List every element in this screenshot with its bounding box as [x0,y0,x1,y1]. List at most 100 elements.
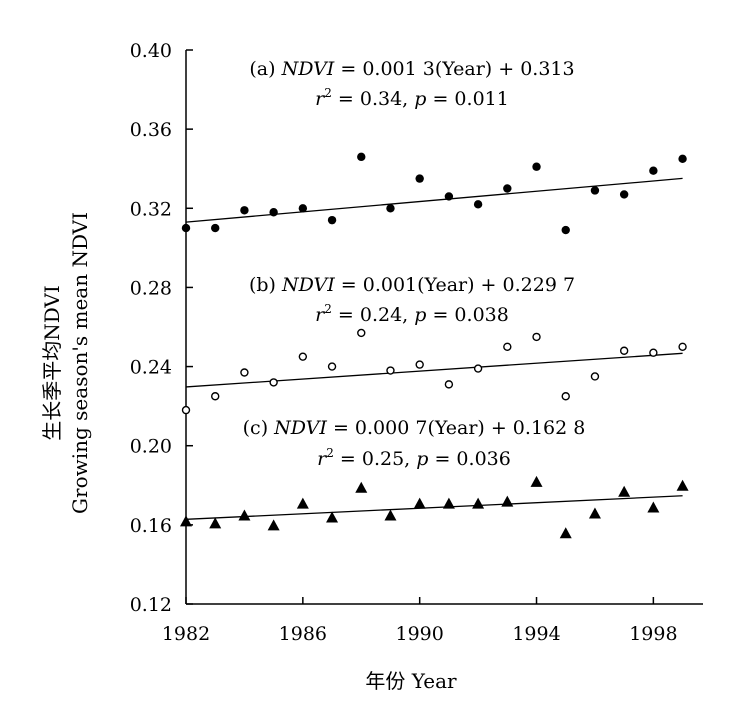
data-point-open-circle [532,332,541,342]
data-point-filled-triangle [676,479,689,491]
data-point-filled-circle [649,166,658,175]
equation-text-part: (b) [249,274,282,296]
equation-text-part: NDVI [273,417,327,439]
data-point-filled-circle [415,174,424,183]
equation-text-part: r [315,304,326,326]
equation-text-part: p [414,304,426,326]
data-point-filled-circle [532,162,541,171]
data-point-filled-triangle [384,509,397,521]
y-tick-label: 0.28 [130,277,172,299]
data-point-open-circle [327,362,337,371]
equation-text-part: 2 [324,86,332,100]
equation-text-part: = 0.011 [426,88,508,110]
equation-text-part: 2 [324,302,332,316]
y-axis-ticks: 0.12 0.16 0.20 0.24 0.28 0.32 0.36 0.40 [130,40,193,616]
y-tick-label: 0.20 [130,436,172,458]
data-point-filled-circle [590,186,600,195]
y-tick-label: 0.12 [130,594,172,616]
data-point-filled-triangle [267,519,280,531]
regression-equation: (c) NDVI = 0.000 7(Year) + 0.162 8 [243,417,586,439]
equation-text-part: r [315,88,326,110]
data-point-open-circle [298,352,308,361]
data-point-filled-triangle [296,497,309,509]
fit-line [185,352,683,388]
equation-text-part: = 0.036 [428,448,510,470]
data-point-filled-circle [619,190,629,199]
data-point-filled-triangle [647,501,660,513]
data-point-open-circle [415,360,424,369]
equation-text-part: r [317,448,328,470]
y-tick-label: 0.16 [130,515,172,537]
data-point-open-circle [473,364,483,373]
fit-line [185,495,683,520]
x-tick-label: 1994 [512,623,560,645]
data-point-open-circle [211,392,220,401]
equation-text-part: = 0.001(Year) + 0.229 7 [335,274,575,296]
regression-equation: (b) NDVI = 0.001(Year) + 0.229 7 [249,274,575,296]
y-tick-label: 0.32 [130,198,172,220]
data-point-open-circle [386,366,395,375]
equation-text-part: = 0.25, [334,448,416,470]
y-tick-label: 0.24 [130,357,172,379]
data-point-filled-circle [211,223,220,233]
data-point-filled-circle [561,225,570,235]
fit-line [185,177,683,223]
data-point-filled-circle [678,154,687,164]
regression-statistics: r2 = 0.25, p = 0.036 [317,446,511,470]
data-point-filled-triangle [501,495,514,507]
data-point-open-circle [561,392,570,401]
data-point-filled-triangle [588,507,601,519]
equation-text-part: = 0.001 3(Year) + 0.313 [334,58,574,80]
data-point-open-circle [269,378,278,387]
equation-text-part: p [414,88,426,110]
data-point-open-circle [590,372,600,381]
data-point-filled-circle [386,204,395,213]
data-point-filled-triangle [618,485,631,497]
equation-text-part: NDVI [281,58,335,80]
data-point-open-circle [649,348,658,357]
y-axis-label-cn: 生长季平均NDVI [40,285,64,441]
data-point-filled-circle [327,215,337,225]
data-point-filled-circle [473,200,483,209]
data-point-open-circle [444,380,454,389]
fit-lines [185,177,683,520]
equation-text-part: = 0.038 [426,304,508,326]
axes [185,50,703,605]
data-points [180,152,689,539]
equation-text-part: 2 [326,446,334,460]
data-point-filled-triangle [559,527,572,539]
data-point-filled-triangle [442,497,455,509]
data-point-open-circle [503,342,512,351]
data-point-filled-triangle [180,515,192,527]
regression-equation: (a) NDVI = 0.001 3(Year) + 0.313 [249,58,574,80]
y-tick-label: 0.36 [130,119,172,141]
equation-text-part: (c) [243,417,275,439]
x-tick-label: 1986 [279,623,327,645]
y-axis-label-en: Growing season's mean NDVI [68,212,92,514]
x-tick-label: 1998 [629,623,677,645]
data-point-filled-triangle [209,517,222,529]
data-point-open-circle [678,342,687,351]
data-point-filled-circle [357,152,366,162]
data-point-open-circle [357,328,366,338]
equation-text-part: = 0.34, [332,88,414,110]
data-point-filled-circle [298,204,308,213]
data-point-filled-triangle [472,497,485,509]
regression-statistics: r2 = 0.24, p = 0.038 [315,302,509,326]
data-point-filled-circle [269,208,278,217]
data-point-open-circle [240,368,249,377]
data-point-filled-triangle [413,497,426,509]
equation-text-part: p [416,448,428,470]
data-point-filled-triangle [530,475,543,487]
data-point-filled-triangle [238,509,251,521]
data-point-filled-circle [444,192,454,201]
y-tick-label: 0.40 [130,40,172,62]
data-point-filled-circle [181,223,191,233]
x-axis-ticks: 1982 1986 1990 1994 1998 [162,597,678,645]
data-point-filled-triangle [326,511,339,523]
data-point-filled-triangle [355,481,368,493]
data-point-open-circle [181,405,191,415]
data-point-open-circle [619,346,629,355]
